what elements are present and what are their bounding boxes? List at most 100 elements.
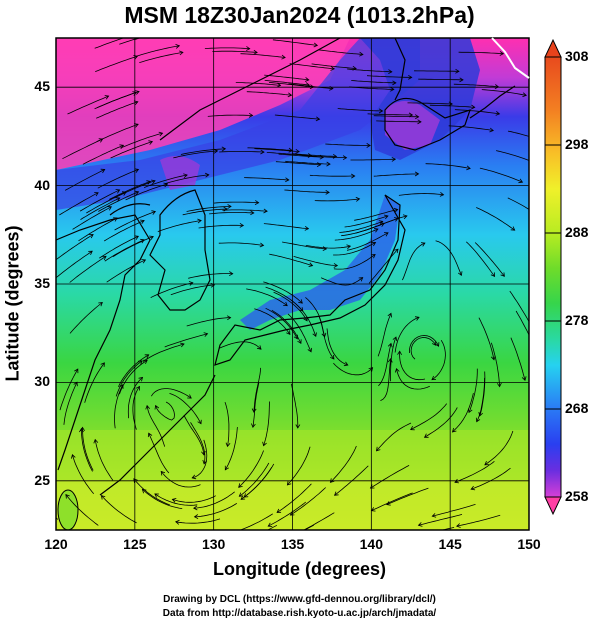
- streamline-arrowhead: [391, 156, 397, 162]
- streamline: [246, 288, 288, 307]
- streamline-arrowhead: [343, 361, 349, 367]
- streamline: [386, 487, 429, 505]
- streamline-arrowhead: [203, 332, 209, 337]
- streamline-arrowhead: [459, 77, 464, 83]
- streamline-arrowhead: [468, 408, 473, 414]
- streamline: [193, 491, 235, 509]
- streamline: [347, 68, 392, 73]
- streamline-arrowhead: [257, 345, 262, 350]
- y-tick-label: 40: [34, 176, 50, 193]
- streamline-arrowhead: [148, 140, 154, 145]
- streamline: [80, 197, 120, 220]
- streamline-arrowhead: [342, 155, 348, 161]
- streamline: [194, 503, 238, 518]
- streamline-arrowhead: [417, 522, 423, 527]
- streamline-arrowhead: [298, 299, 303, 304]
- streamline-arrowhead: [140, 219, 145, 225]
- streamline-arrowhead: [530, 325, 534, 329]
- streamline-arrowhead: [378, 220, 384, 225]
- streamline: [204, 47, 250, 50]
- streamline-arrowhead: [394, 367, 400, 373]
- streamline: [106, 259, 146, 283]
- streamline: [490, 342, 500, 387]
- colorbar-tick-label: 288: [565, 224, 589, 240]
- streamline: [377, 313, 392, 357]
- streamline-arrowhead: [293, 334, 298, 340]
- streamline: [56, 517, 59, 520]
- streamline: [305, 297, 325, 337]
- streamline-arrowhead: [285, 177, 290, 183]
- streamline: [109, 181, 151, 200]
- streamline-arrowhead: [297, 339, 302, 344]
- streamline: [429, 104, 475, 108]
- chart-title: MSM 18Z30Jan2024 (1013.2hPa): [124, 2, 475, 28]
- streamline-arrowhead: [100, 495, 106, 500]
- streamline-arrowhead: [307, 153, 313, 158]
- streamline: [264, 74, 309, 81]
- streamline: [456, 514, 501, 527]
- streamline-arrowhead: [386, 501, 391, 506]
- streamline-arrowhead: [107, 206, 112, 211]
- streamline: [95, 56, 138, 72]
- streamline: [254, 148, 300, 152]
- streamline: [507, 130, 529, 137]
- streamline: [399, 351, 426, 381]
- streamline-arrowhead: [227, 204, 232, 209]
- streamline-arrowhead: [254, 200, 260, 205]
- streamline: [454, 460, 495, 483]
- streamline-arrowhead: [368, 367, 374, 372]
- x-tick-label: 130: [201, 536, 226, 552]
- streamline-arrowhead: [287, 92, 293, 98]
- streamline-arrowhead: [490, 272, 496, 278]
- streamline: [311, 63, 357, 69]
- streamline-arrowhead: [475, 417, 481, 423]
- streamline-arrowhead: [236, 539, 240, 543]
- streamline: [94, 92, 137, 110]
- streamline: [243, 463, 275, 498]
- streamline-arrowhead: [260, 149, 265, 155]
- streamline: [82, 144, 124, 165]
- streamline-arrowhead: [312, 332, 317, 338]
- streamline: [56, 234, 94, 261]
- streamline: [309, 174, 355, 177]
- streamline: [218, 242, 264, 246]
- streamline-arrowhead: [171, 498, 177, 503]
- streamline: [476, 207, 515, 231]
- streamline: [239, 513, 274, 530]
- streamline-arrowhead: [414, 171, 420, 177]
- streamline: [290, 299, 317, 337]
- streamline: [150, 388, 192, 399]
- streamline-arrowhead: [489, 127, 494, 133]
- streamline: [325, 143, 371, 146]
- streamline-arrowhead: [225, 442, 231, 448]
- streamline: [118, 354, 149, 387]
- streamline-arrowhead: [197, 419, 202, 425]
- colorbar-min-triangle: [544, 496, 562, 516]
- streamline-arrowhead: [313, 42, 319, 48]
- streamline-arrowhead: [100, 168, 106, 174]
- streamline: [448, 125, 494, 131]
- streamline-arrowhead: [144, 354, 150, 359]
- streamline: [330, 445, 357, 483]
- streamline-arrowhead: [518, 178, 524, 184]
- streamline-arrowhead: [388, 69, 393, 75]
- colorbar: [544, 38, 562, 516]
- streamline: [318, 49, 363, 55]
- streamline-arrowhead: [295, 531, 299, 535]
- streamline: [339, 221, 383, 233]
- streamline: [59, 192, 99, 216]
- streamline: [470, 467, 511, 490]
- streamline-arrowhead: [201, 450, 206, 456]
- streamline: [507, 197, 529, 210]
- streamline: [103, 220, 145, 242]
- streamline: [139, 52, 183, 63]
- streamline-arrowhead: [98, 138, 104, 143]
- streamline: [180, 148, 226, 155]
- streamline-arrowhead: [470, 104, 476, 110]
- streamline: [219, 341, 262, 350]
- streamline-arrowhead: [175, 519, 180, 525]
- streamline: [94, 38, 125, 49]
- streamline: [458, 51, 504, 55]
- streamline-arrowhead: [276, 508, 282, 513]
- streamline: [142, 343, 185, 362]
